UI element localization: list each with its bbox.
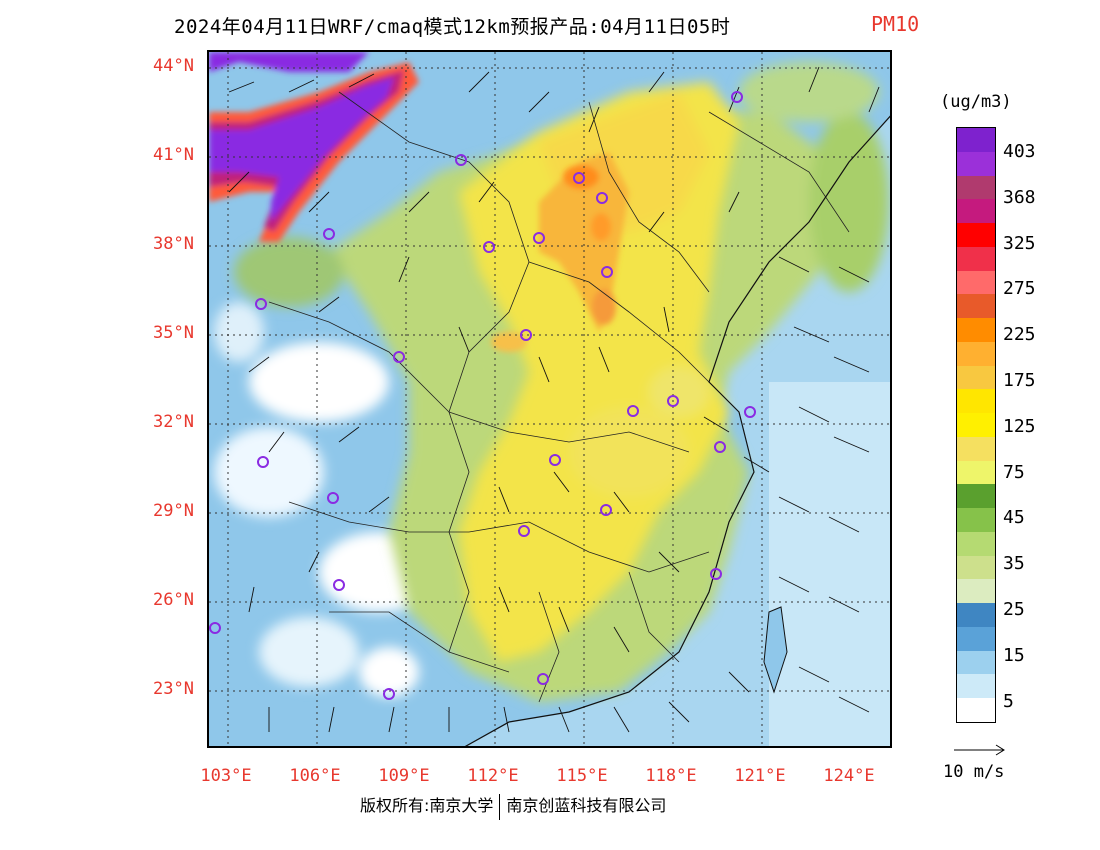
- lat-label-23: 23°N: [153, 679, 194, 699]
- legend-swatch: [957, 579, 995, 603]
- lat-label-29: 29°N: [153, 501, 194, 521]
- east-sea: [769, 382, 890, 746]
- lon-label-115: 115°E: [556, 766, 608, 786]
- legend-label: 275: [1003, 278, 1036, 300]
- lat-label-32: 32°N: [153, 412, 194, 432]
- legend-label: 5: [1003, 690, 1014, 712]
- pm10-map: [207, 50, 892, 748]
- legend-swatch: [957, 436, 995, 461]
- legend-swatch: [957, 341, 995, 366]
- lat-label-44: 44°N: [153, 56, 194, 76]
- legend-label: 75: [1003, 461, 1025, 483]
- legend-swatch: [957, 365, 995, 390]
- legend-label: 403: [1003, 141, 1036, 162]
- graticule: [209, 52, 890, 746]
- city-markers: [209, 91, 756, 700]
- legend-swatch: [957, 151, 995, 176]
- legend-label: 25: [1003, 599, 1025, 620]
- province-borders: [268, 91, 850, 703]
- lon-label-103: 103°E: [200, 766, 252, 786]
- legend-swatch: [957, 128, 995, 152]
- title-row: 2024年04月11日WRF/cmaq模式12km预报产品:04月11日05时 …: [0, 8, 1100, 38]
- lat-label-26: 26°N: [153, 590, 194, 610]
- legend-swatch: [957, 199, 995, 223]
- lat-label-41: 41°N: [153, 145, 194, 165]
- taiwan-island: [763, 606, 788, 694]
- legend-swatch: [957, 389, 995, 413]
- wind-vectors: [228, 66, 880, 733]
- legend-swatch: [957, 650, 995, 675]
- copyright-separator: [499, 793, 501, 820]
- copyright-right: 南京创蓝科技有限公司: [506, 796, 667, 815]
- legend-label: 225: [1003, 324, 1036, 346]
- legend-swatch: [957, 270, 995, 295]
- legend-swatch: [957, 318, 995, 342]
- variable-label: PM10: [871, 12, 920, 36]
- wind-reference-arrow: [952, 738, 1012, 758]
- legend-swatch: [957, 223, 995, 247]
- legend-swatch: [957, 603, 995, 627]
- lon-label-121: 121°E: [734, 766, 786, 786]
- lon-label-109: 109°E: [378, 766, 430, 786]
- legend-label: 45: [1003, 507, 1025, 529]
- legend-swatch: [957, 294, 995, 318]
- legend-label: 175: [1003, 370, 1036, 391]
- lat-label-35: 35°N: [153, 323, 194, 343]
- legend-swatch: [957, 674, 995, 698]
- lon-label-124: 124°E: [823, 766, 875, 786]
- legend-swatch: [957, 698, 995, 722]
- legend-label: 325: [1003, 232, 1036, 254]
- lon-label-112: 112°E: [467, 766, 519, 786]
- legend-swatch: [957, 246, 995, 271]
- legend-swatch: [957, 508, 995, 532]
- legend-label: 368: [1003, 186, 1036, 208]
- legend-swatch: [957, 555, 995, 580]
- lat-label-38: 38°N: [153, 234, 194, 254]
- legend-swatch: [957, 175, 995, 200]
- legend-swatch: [957, 484, 995, 508]
- legend-label: 35: [1003, 553, 1025, 575]
- copyright-left: 版权所有:南京大学: [360, 796, 494, 815]
- wind-reference-label: 10 m/s: [943, 762, 1005, 782]
- lon-label-106: 106°E: [289, 766, 341, 786]
- legend-label: 15: [1003, 644, 1025, 666]
- purple-dust: [209, 52, 419, 242]
- map-canvas: [209, 52, 890, 746]
- legend-swatch: [957, 531, 995, 556]
- legend-label: 125: [1003, 415, 1036, 437]
- lon-label-118: 118°E: [645, 766, 697, 786]
- copyright: 版权所有:南京大学 南京创蓝科技有限公司: [360, 792, 666, 820]
- legend-swatch: [957, 413, 995, 437]
- legend-unit: (ug/m3): [940, 92, 1012, 112]
- coastline: [464, 115, 890, 746]
- legend-swatch: [957, 626, 995, 651]
- legend-swatch: [957, 460, 995, 485]
- legend-colorbar: [956, 127, 996, 723]
- map-title: 2024年04月11日WRF/cmaq模式12km预报产品:04月11日05时: [174, 16, 731, 38]
